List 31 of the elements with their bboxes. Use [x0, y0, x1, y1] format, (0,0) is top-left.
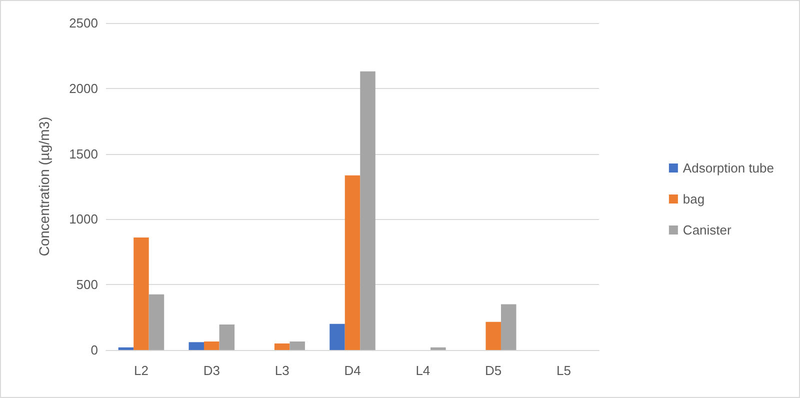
bar	[148, 294, 164, 350]
x-tick-label: D3	[203, 363, 220, 378]
bar	[118, 347, 134, 350]
bar	[290, 342, 305, 350]
y-tick-label: 500	[76, 277, 98, 292]
bar	[188, 342, 204, 350]
y-tick-label: 2000	[69, 80, 98, 96]
legend-label: Canister	[682, 222, 732, 238]
y-tick-label: 2500	[69, 16, 98, 30]
bar	[330, 324, 345, 350]
x-tick-label: L2	[134, 363, 148, 378]
y-axis-title: Concentration (µg/m3)	[36, 116, 52, 256]
x-tick-label: L5	[556, 363, 572, 378]
y-tick-label: 1000	[69, 212, 98, 227]
bar	[204, 342, 220, 350]
y-tick-label: 1500	[69, 146, 98, 162]
bar	[486, 322, 501, 350]
legend-label: Adsorption tube	[682, 160, 774, 176]
x-tick-label: D4	[344, 363, 361, 378]
bar	[134, 238, 149, 350]
bar	[360, 71, 376, 350]
x-tick-label: L3	[274, 363, 290, 378]
bar	[274, 343, 290, 350]
bar	[344, 175, 360, 350]
x-tick-label: D5	[485, 363, 502, 378]
x-tick-label: L4	[416, 363, 430, 378]
bar	[430, 347, 446, 350]
y-tick-label: 0	[90, 342, 98, 358]
legend-label: bag	[682, 192, 705, 206]
bar	[219, 324, 235, 350]
bar	[500, 304, 516, 350]
